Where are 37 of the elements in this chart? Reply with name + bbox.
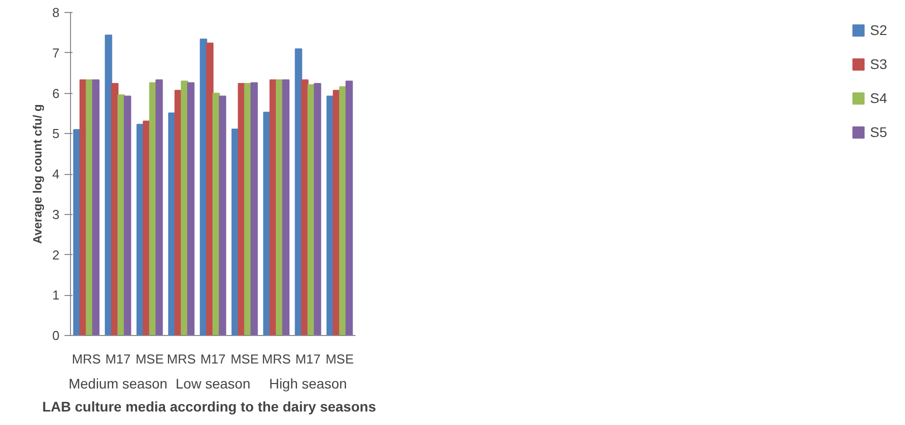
bar — [124, 96, 132, 336]
text: Low season — [176, 376, 250, 392]
y-tick-label: 4 — [52, 166, 60, 182]
y-tick-label: 0 — [52, 328, 60, 343]
bar — [92, 79, 100, 336]
y-tick-label: 6 — [52, 86, 60, 101]
bar — [250, 82, 258, 336]
bar — [187, 82, 194, 336]
bar — [156, 79, 163, 336]
legend-label: S4 — [870, 90, 888, 106]
legend-label: S5 — [870, 124, 888, 140]
x-tick-label: M17 — [105, 352, 131, 366]
x-tick-label: M17 — [200, 352, 226, 366]
x-tick-label: MRS — [262, 352, 292, 366]
legend-label: S2 — [870, 22, 888, 38]
x-axis-title: LAB culture media according to the dairy seasons — [42, 398, 376, 414]
bar — [314, 83, 322, 336]
x-tick-label: MSE — [136, 352, 164, 366]
legend-label: S3 — [870, 56, 888, 72]
text: Medium season — [68, 376, 168, 392]
bar — [282, 79, 290, 336]
y-tick-label: 8 — [52, 5, 60, 20]
bar — [218, 96, 226, 336]
y-tick-label: 2 — [52, 247, 60, 262]
bar — [346, 80, 353, 336]
x-tick-label: MRS — [72, 352, 102, 366]
y-tick-label: 5 — [52, 126, 60, 142]
x-tick-label: MSE — [230, 352, 260, 366]
y-tick-label: 1 — [52, 288, 60, 303]
y-tick-label: 3 — [52, 206, 60, 222]
x-tick-label: M17 — [295, 352, 321, 366]
y-axis-title: Average log count cfu/ g — [30, 104, 44, 244]
bar — [206, 42, 214, 336]
x-tick-label: MRS — [166, 352, 196, 366]
x-tick-label: MSE — [326, 352, 354, 366]
y-tick-label: 7 — [52, 45, 60, 60]
text: High season — [269, 376, 347, 392]
